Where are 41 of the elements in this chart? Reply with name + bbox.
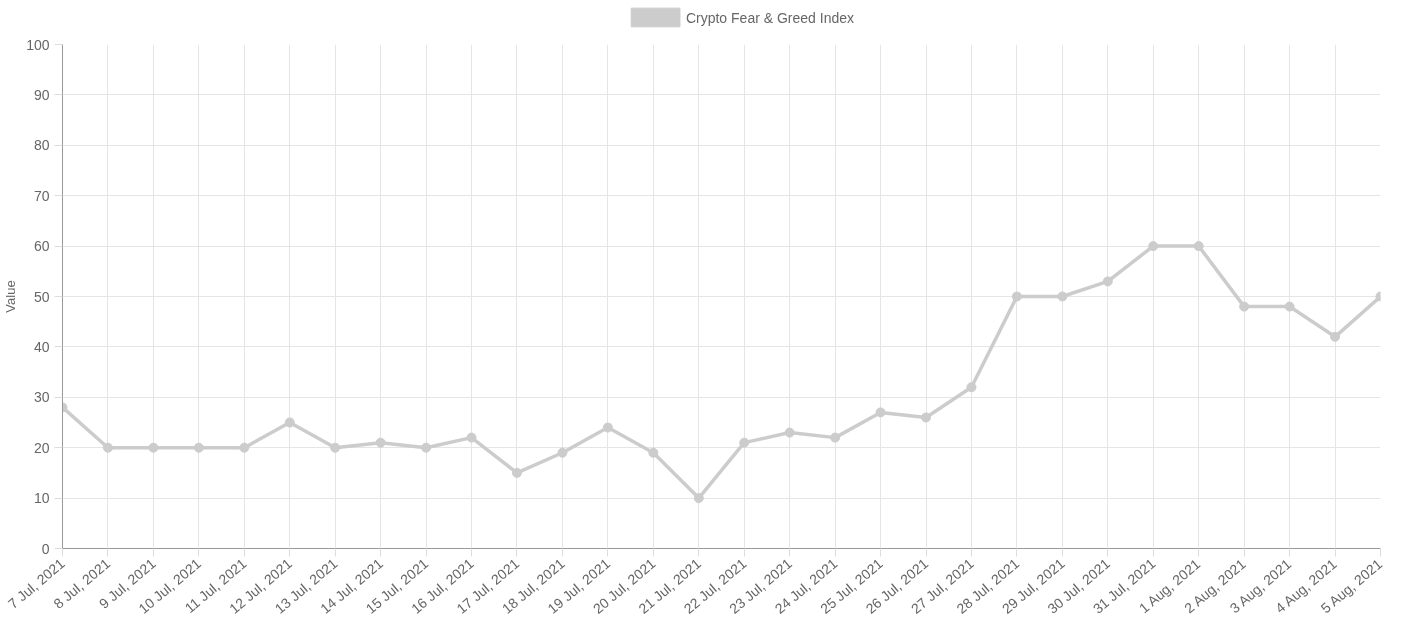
y-tick-label: 10 (33, 490, 50, 507)
point (239, 442, 250, 453)
point (966, 382, 977, 393)
y-tick-label: 80 (33, 137, 50, 154)
point (1284, 301, 1295, 312)
point (648, 447, 659, 458)
point (1148, 241, 1159, 252)
point (466, 432, 477, 443)
point (1057, 291, 1068, 302)
point (1330, 331, 1341, 342)
point (921, 412, 932, 423)
y-tick-label: 0 (41, 540, 50, 557)
y-axis-title: Value (3, 280, 19, 313)
point (1011, 291, 1022, 302)
point (830, 432, 841, 443)
point (330, 442, 341, 453)
point (102, 442, 113, 453)
point (284, 417, 295, 428)
point (1193, 241, 1204, 252)
point (148, 442, 159, 453)
point (193, 442, 204, 453)
point (693, 493, 704, 504)
point (1102, 276, 1113, 287)
y-tick-label: 60 (33, 238, 50, 255)
point (784, 427, 795, 438)
point (875, 407, 886, 418)
y-tick-label: 30 (33, 389, 50, 406)
point (557, 447, 568, 458)
point (602, 422, 613, 433)
y-tick-label: 40 (33, 338, 50, 355)
y-tick-label: 100 (26, 36, 50, 53)
y-tick-label: 90 (33, 86, 50, 103)
point (421, 442, 432, 453)
y-tick-label: 20 (33, 439, 50, 456)
y-tick-label: 70 (33, 187, 50, 204)
legend-label: Crypto Fear & Greed Index (685, 9, 854, 26)
point (739, 437, 750, 448)
point (375, 437, 386, 448)
point (1239, 301, 1250, 312)
point (511, 467, 522, 478)
y-tick-label: 50 (33, 288, 50, 305)
